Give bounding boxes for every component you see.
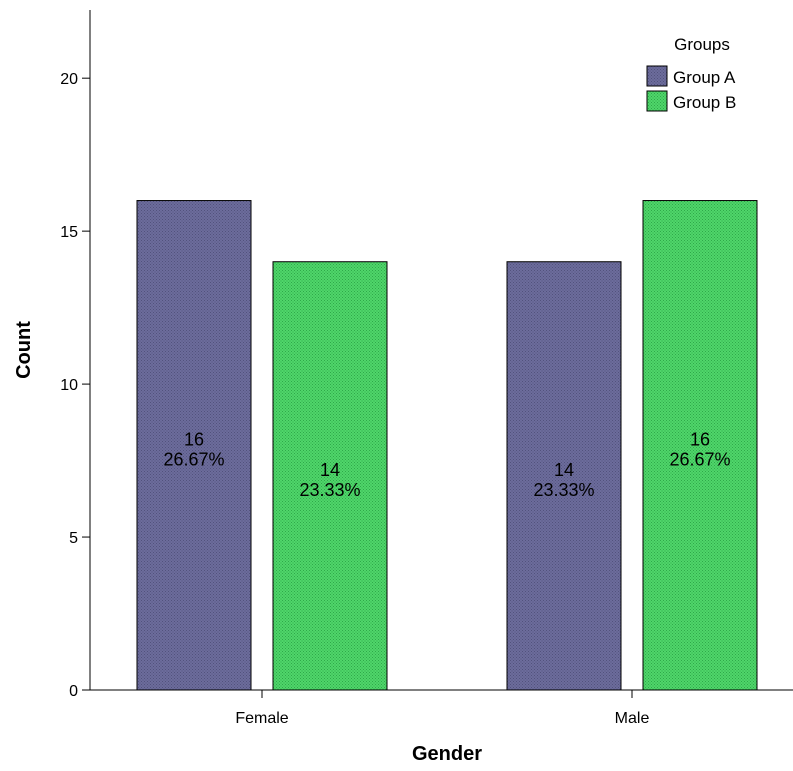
bar-group-a-female <box>136 200 252 691</box>
legend-swatch-group-a <box>646 65 668 87</box>
legend-swatch-group-b <box>646 90 668 112</box>
legend-label-group-a: Group A <box>673 68 736 87</box>
bar-group-a-male <box>506 261 622 691</box>
bar-value-label: 14 <box>554 460 574 480</box>
x-tick-label: Male <box>615 710 650 727</box>
y-tick-label: 0 <box>69 683 78 700</box>
bar-group-b-female <box>272 261 388 691</box>
y-tick-label: 10 <box>60 377 78 394</box>
x-tick-label: Female <box>235 710 288 727</box>
bar-percent-label: 23.33% <box>299 480 360 500</box>
bar-percent-label: 26.67% <box>669 449 730 469</box>
legend: Groups Group A Group B <box>646 35 736 112</box>
y-ticks-layer: 0 5 10 15 20 <box>60 71 90 700</box>
bar-value-label: 14 <box>320 460 340 480</box>
bars-layer <box>136 200 758 691</box>
bar-percent-label: 26.67% <box>163 449 224 469</box>
y-tick-label: 20 <box>60 71 78 88</box>
y-tick-label: 5 <box>69 530 78 547</box>
legend-label-group-b: Group B <box>673 93 736 112</box>
y-axis-title: Count <box>13 321 35 379</box>
y-tick-label: 15 <box>60 224 78 241</box>
bar-group-b-male <box>642 200 758 691</box>
x-ticks-layer: Female Male <box>235 690 649 727</box>
bar-value-label: 16 <box>184 429 204 449</box>
bar-percent-label: 23.33% <box>533 480 594 500</box>
x-axis-title: Gender <box>412 743 482 765</box>
bar-value-label: 16 <box>690 429 710 449</box>
legend-title: Groups <box>674 35 730 54</box>
